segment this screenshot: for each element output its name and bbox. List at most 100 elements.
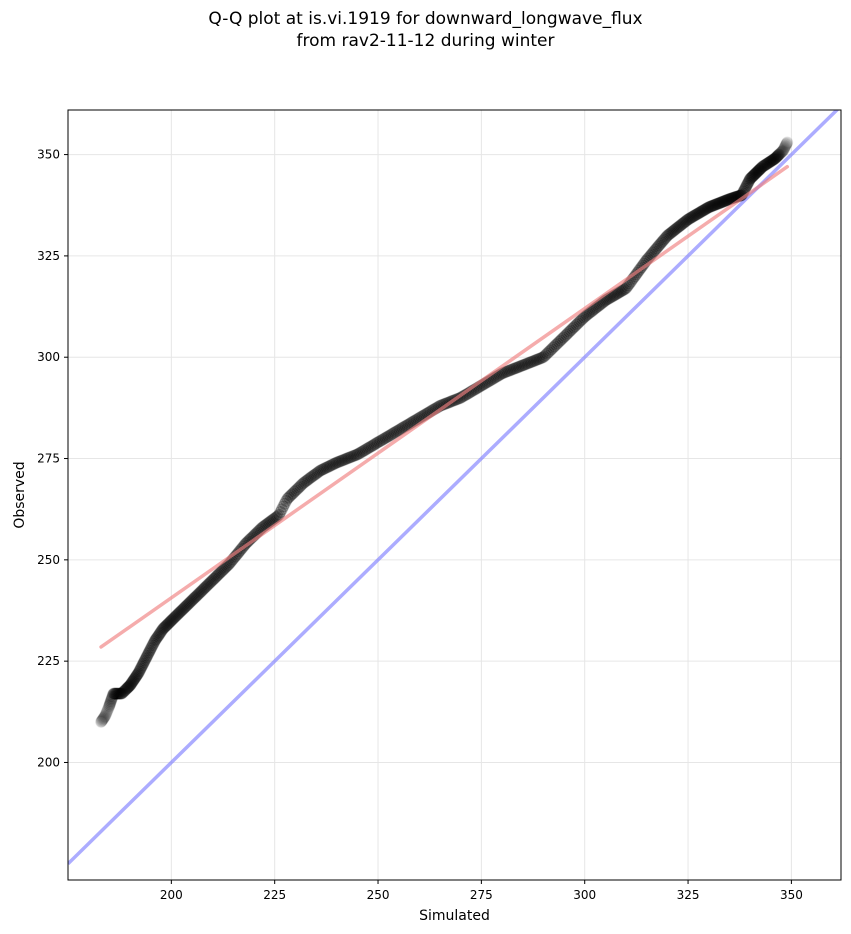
- qq-point: [359, 443, 372, 456]
- qq-point: [718, 194, 731, 207]
- qq-point: [350, 448, 363, 461]
- qq-point: [288, 485, 301, 498]
- qq-point: [183, 596, 196, 609]
- qq-point: [311, 466, 324, 479]
- qq-point: [98, 711, 110, 724]
- x-tick-label: 225: [263, 888, 286, 902]
- qq-point: [308, 468, 321, 481]
- qq-point: [361, 442, 374, 455]
- qq-point: [771, 150, 784, 163]
- qq-point: [757, 160, 769, 173]
- qq-point: [530, 353, 543, 366]
- qq-point: [335, 454, 348, 467]
- qq-point: [148, 636, 161, 648]
- qq-point: [711, 197, 724, 210]
- y-tick-label: 325: [37, 249, 60, 263]
- qq-point: [314, 464, 327, 477]
- qq-point: [158, 621, 171, 634]
- qq-point: [105, 692, 118, 705]
- qq-point: [547, 341, 559, 354]
- qq-point: [172, 607, 185, 620]
- qq-point: [141, 649, 154, 662]
- qq-point: [162, 617, 175, 630]
- qq-point: [569, 320, 582, 333]
- qq-point: [553, 335, 565, 348]
- qq-point: [127, 673, 140, 686]
- qq-point: [504, 364, 517, 377]
- qq-point: [101, 704, 114, 717]
- qq-point: [544, 344, 556, 357]
- qq-point: [766, 154, 779, 167]
- qq-point: [98, 710, 111, 723]
- qq-point: [395, 422, 408, 435]
- one-to-one-line: [68, 110, 840, 866]
- qq-point: [750, 167, 762, 180]
- qq-point: [691, 207, 704, 220]
- qq-point: [353, 447, 366, 460]
- qq-point: [756, 160, 769, 173]
- qq-point: [338, 453, 351, 466]
- qq-point: [295, 478, 308, 491]
- qq-point: [187, 593, 199, 606]
- qq-point: [368, 438, 381, 451]
- qq-point: [615, 285, 628, 297]
- plot-frame: [67, 109, 842, 881]
- qq-point: [327, 458, 340, 470]
- reference-lines: [68, 110, 840, 866]
- qq-point: [385, 428, 398, 441]
- qq-point: [115, 687, 128, 700]
- qq-point: [138, 656, 150, 669]
- x-tick-label: 300: [573, 888, 596, 902]
- qq-point: [191, 589, 204, 602]
- qq-point: [759, 159, 771, 172]
- qq-point: [717, 195, 729, 208]
- qq-point: [780, 138, 793, 150]
- qq-point: [742, 176, 755, 189]
- qq-point: [289, 484, 302, 497]
- qq-point: [775, 146, 787, 159]
- qq-point: [752, 164, 765, 177]
- qq-point: [516, 359, 529, 372]
- qq-point: [708, 199, 721, 212]
- qq-point: [612, 286, 625, 299]
- qq-point: [152, 629, 165, 642]
- qq-point: [287, 487, 300, 500]
- qq-point: [774, 147, 787, 159]
- qq-point: [697, 204, 710, 217]
- y-axis: 200 225 250 275 300 325 350: [37, 148, 68, 769]
- qq-point: [161, 618, 174, 631]
- qq-point: [102, 702, 115, 715]
- qq-point: [333, 455, 346, 468]
- qq-point: [675, 218, 688, 231]
- qq-point: [330, 456, 343, 469]
- qq-point: [686, 211, 698, 224]
- qq-point: [193, 586, 206, 599]
- qq-point: [100, 706, 113, 718]
- qq-point: [212, 568, 225, 581]
- qq-point: [130, 670, 143, 683]
- qq-point: [292, 481, 305, 494]
- qq-point: [515, 359, 528, 372]
- y-tick-label: 300: [37, 350, 60, 364]
- y-tick-label: 275: [37, 452, 60, 466]
- qq-point: [339, 453, 352, 465]
- qq-point: [298, 476, 311, 489]
- qq-point: [365, 440, 378, 453]
- qq-point: [724, 192, 737, 205]
- qq-point: [398, 420, 411, 433]
- qq-point: [723, 193, 736, 206]
- qq-point: [767, 153, 780, 166]
- qq-point: [105, 693, 118, 706]
- qq-point: [173, 606, 186, 619]
- qq-point: [509, 362, 522, 375]
- qq-point: [761, 157, 774, 170]
- qq-point: [300, 475, 312, 488]
- qq-point: [679, 215, 692, 228]
- qq-point: [687, 210, 700, 223]
- qq-point: [95, 715, 108, 728]
- qq-point: [320, 461, 333, 474]
- qq-point: [367, 439, 380, 452]
- qq-point: [570, 318, 583, 331]
- qq-point: [151, 630, 164, 643]
